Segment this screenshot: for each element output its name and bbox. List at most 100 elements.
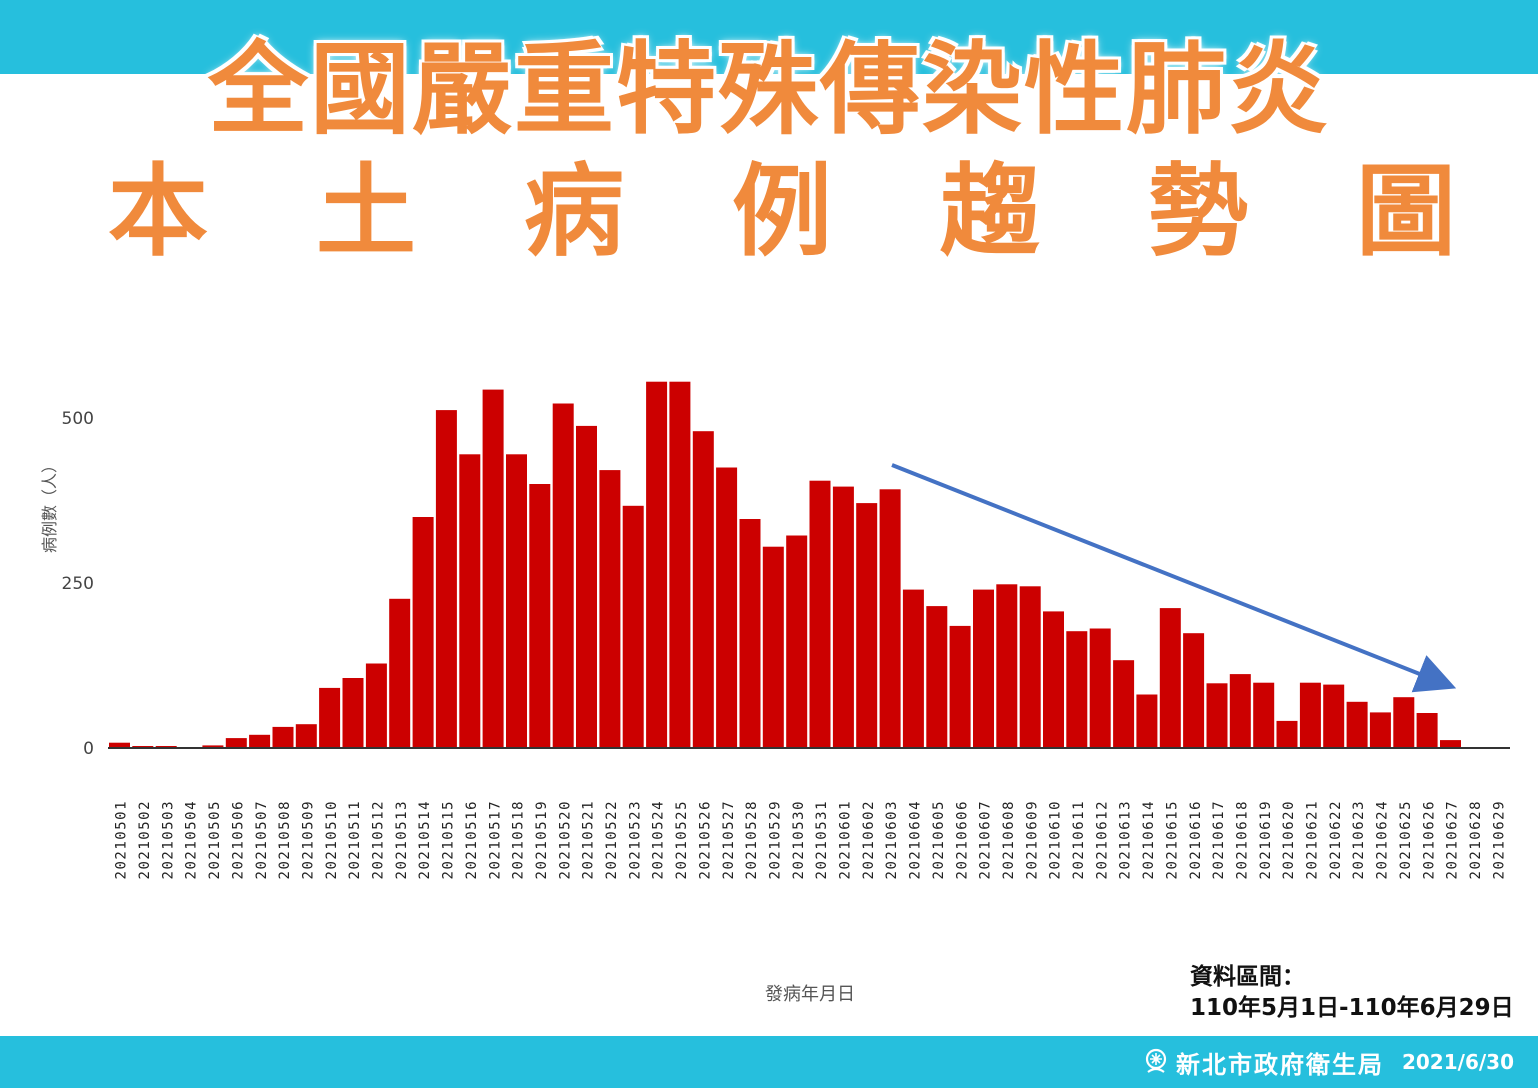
x-tick-label: 20210616 — [1188, 800, 1204, 879]
x-tick-label: 20210507 — [254, 800, 270, 879]
bar-20210623 — [1346, 701, 1368, 748]
data-range-value: 110年5月1日-110年6月29日 — [1190, 995, 1514, 1021]
x-tick-label: 20210623 — [1351, 800, 1367, 879]
bar-20210627 — [1440, 740, 1461, 748]
x-tick-label: 20210527 — [721, 800, 737, 879]
bar-20210512 — [365, 663, 387, 748]
data-range-box: 資料區間： 110年5月1日-110年6月29日 — [1190, 962, 1514, 1024]
footer: 新北市政府衛生局 2021/6/30 — [1142, 1043, 1514, 1081]
x-tick-label: 20210503 — [160, 800, 176, 879]
bar-20210505 — [202, 745, 224, 748]
bar-20210519 — [529, 484, 551, 748]
x-tick-label: 20210624 — [1375, 800, 1391, 879]
x-tick-label: 20210528 — [744, 800, 760, 879]
bar-20210516 — [459, 454, 481, 748]
bar-20210528 — [739, 519, 761, 748]
x-tick-label: 20210502 — [137, 800, 153, 879]
x-tick-label: 20210602 — [861, 800, 877, 879]
y-axis-label: 病例數（人） — [40, 457, 59, 553]
data-range-label: 資料區間： — [1190, 964, 1305, 990]
bar-20210607 — [973, 589, 994, 748]
bar-20210522 — [599, 470, 621, 748]
x-tick-label: 20210615 — [1164, 800, 1180, 879]
x-tick-label: 20210609 — [1024, 800, 1040, 879]
x-tick-label: 20210610 — [1048, 800, 1064, 879]
footer-date: 2021/6/30 — [1401, 1050, 1514, 1074]
bar-20210610 — [1043, 611, 1064, 748]
y-tick-label: 0 — [83, 739, 94, 759]
bar-20210501 — [109, 742, 130, 748]
bar-20210531 — [809, 480, 831, 748]
bar-20210523 — [622, 505, 644, 748]
x-tick-label: 20210514 — [417, 800, 433, 879]
bar-20210624 — [1369, 712, 1391, 748]
x-tick-label: 20210617 — [1211, 800, 1227, 879]
bar-20210527 — [716, 467, 738, 748]
x-tick-label: 20210603 — [884, 800, 900, 879]
bar-20210619 — [1253, 682, 1275, 748]
x-tick-label: 20210613 — [1118, 800, 1134, 879]
bar-20210509 — [295, 724, 317, 748]
x-tick-label: 20210504 — [184, 800, 200, 879]
x-tick-label: 20210520 — [557, 800, 573, 879]
x-tick-label: 20210522 — [604, 800, 620, 879]
bar-20210609 — [1019, 586, 1041, 748]
x-tick-label: 20210628 — [1468, 800, 1484, 879]
title-block: 全國嚴重特殊傳染性肺炎 本土病例趨勢圖 — [0, 30, 1538, 262]
bar-20210612 — [1089, 628, 1111, 748]
x-tick-label: 20210621 — [1305, 800, 1321, 879]
x-tick-label: 20210601 — [838, 800, 854, 879]
x-tick-label: 20210510 — [324, 800, 340, 879]
bar-20210510 — [319, 687, 341, 748]
x-tick-label: 20210531 — [814, 800, 830, 879]
x-tick-label: 20210620 — [1281, 800, 1297, 879]
bar-20210520 — [552, 403, 574, 748]
bar-20210513 — [389, 598, 411, 748]
x-tick-label: 20210518 — [511, 800, 527, 879]
bar-chart: 0 250 500 20210501 20210502 20210503 20210504… — [40, 381, 1510, 1005]
x-tick-label: 20210517 — [487, 800, 503, 879]
bar-20210521 — [576, 425, 597, 748]
footer-org: 新北市政府衛生局 — [1175, 1050, 1384, 1079]
x-tick-label: 20210629 — [1491, 800, 1507, 879]
bar-20210515 — [435, 410, 457, 748]
bar-20210604 — [902, 589, 924, 748]
bar-20210614 — [1136, 694, 1158, 748]
x-tick-label: 20210622 — [1328, 800, 1344, 879]
x-tick-label: 20210606 — [954, 800, 970, 879]
bars-group — [109, 381, 1461, 748]
x-ticks-group: 20210501 20210502 20210503 20210504 20210505… — [114, 800, 1508, 879]
bar-20210626 — [1416, 713, 1438, 748]
x-tick-label: 20210611 — [1071, 800, 1087, 879]
x-tick-label: 20210526 — [697, 800, 713, 879]
title-line-2: 本土病例趨勢圖 — [108, 153, 1538, 270]
bar-20210605 — [926, 606, 948, 748]
bar-20210601 — [832, 486, 854, 748]
ntpc-health-logo-icon — [1145, 1048, 1167, 1073]
bar-20210507 — [249, 734, 271, 748]
bar-20210526 — [692, 431, 714, 748]
x-tick-label: 20210515 — [441, 800, 457, 879]
bar-20210617 — [1206, 683, 1228, 748]
x-tick-label: 20210612 — [1094, 800, 1110, 879]
top-band — [0, 0, 1538, 74]
bar-20210621 — [1299, 682, 1321, 748]
bar-20210518 — [506, 454, 527, 748]
bar-20210508 — [272, 726, 294, 748]
bar-20210530 — [786, 535, 808, 748]
bar-20210611 — [1066, 631, 1088, 748]
x-tick-label: 20210509 — [301, 800, 317, 879]
bar-20210506 — [225, 738, 247, 748]
x-tick-label: 20210511 — [347, 800, 363, 879]
x-tick-label: 20210512 — [371, 800, 387, 879]
bar-20210608 — [996, 584, 1018, 748]
x-tick-label: 20210627 — [1445, 800, 1461, 879]
x-tick-label: 20210614 — [1141, 800, 1157, 879]
trend-arrow — [891, 463, 1457, 693]
bar-20210625 — [1393, 697, 1415, 748]
y-tick-label: 500 — [62, 409, 94, 429]
x-tick-label: 20210626 — [1421, 800, 1437, 879]
x-tick-label: 20210506 — [230, 800, 246, 879]
x-tick-label: 20210525 — [674, 800, 690, 879]
bar-20210602 — [856, 503, 878, 748]
